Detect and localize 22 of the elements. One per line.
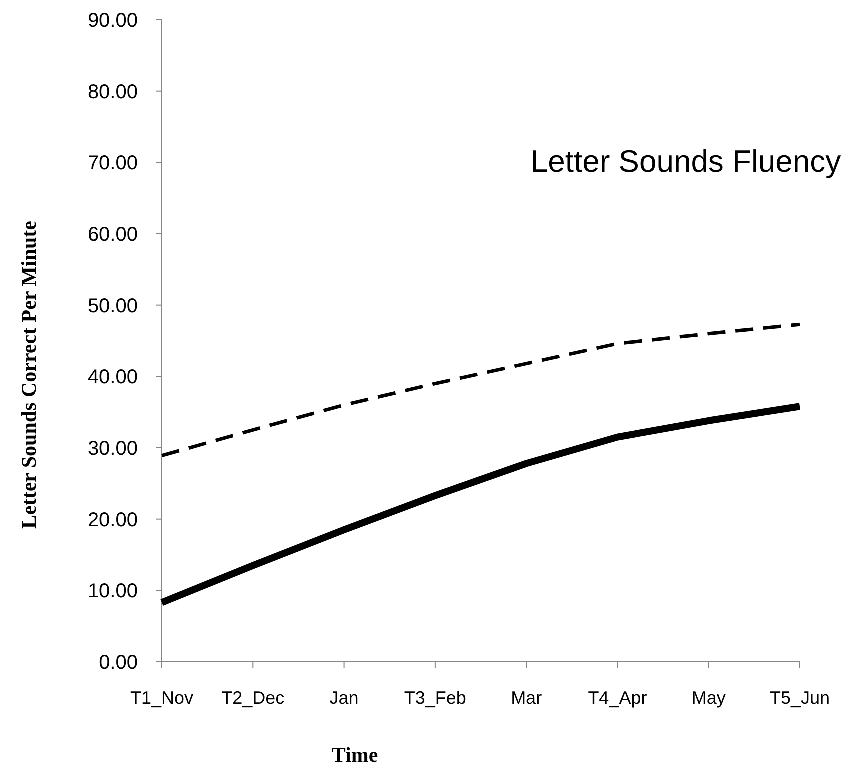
x-tick-label: Jan xyxy=(330,688,359,708)
y-tick-label: 70.00 xyxy=(88,152,138,175)
x-tick-label: T4_Apr xyxy=(588,688,648,708)
x-tick-label: T5_Jun xyxy=(770,688,830,708)
y-tick-label: 0.00 xyxy=(99,652,138,674)
y-axis-title: Letter Sounds Correct Per Minute xyxy=(17,221,41,529)
line-series xyxy=(160,322,802,458)
y-tick-label: 90.00 xyxy=(88,10,138,32)
y-tick-label: 40.00 xyxy=(88,366,138,389)
x-tick-label: Mar xyxy=(511,688,542,708)
y-tick-label: 30.00 xyxy=(88,438,138,460)
y-tick-label: 60.00 xyxy=(88,224,138,246)
y-tick-label: 10.00 xyxy=(88,580,138,603)
y-tick-label: 20.00 xyxy=(88,509,138,532)
x-tick-label: T2_Dec xyxy=(222,688,285,708)
x-tick-label: T3_Feb xyxy=(404,688,466,708)
x-tick-label: May xyxy=(692,688,726,708)
x-axis-title: Time xyxy=(332,743,378,767)
y-tick-label: 50.00 xyxy=(88,295,138,318)
text: Letter Sounds Fluency xyxy=(530,144,842,179)
y-tick-label: 80.00 xyxy=(88,81,138,104)
x-tick-label: T1_Nov xyxy=(130,688,194,708)
